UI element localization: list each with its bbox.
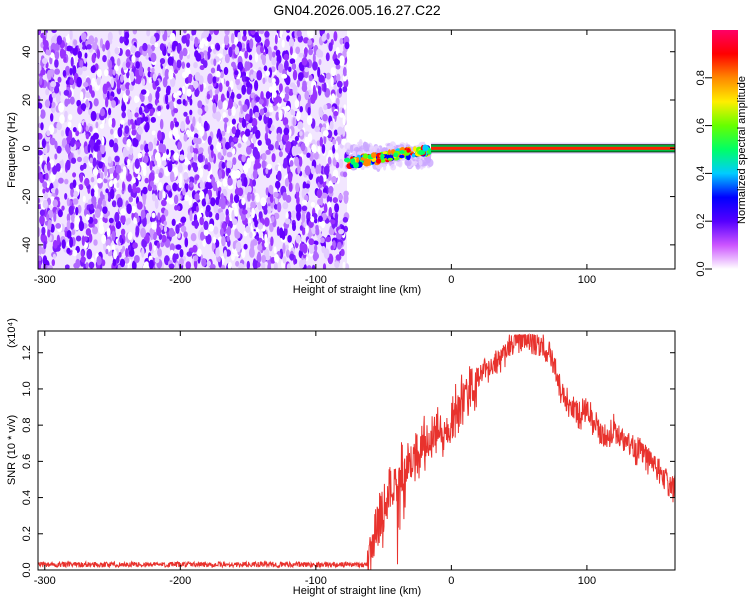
y-tick-label: 1.0 <box>21 381 33 396</box>
colorbar-tick-label: 0.0 <box>695 261 707 276</box>
snr-y-axis-label: SNR (10 * v/v) <box>6 415 18 485</box>
x-tick-label: -300 <box>34 575 56 587</box>
chart-title: GN04.2026.005.16.27.C22 <box>273 2 441 18</box>
x-tick-label: -100 <box>305 274 327 286</box>
colorbar: 0.0 0.2 0.4 0.6 0.8 Normalized spectral ampl… <box>695 30 748 277</box>
heatmap-x-axis-label: Height of straight line (km) <box>293 284 421 296</box>
heatmap-y-axis-label: Frequency (Hz) <box>6 112 18 188</box>
colorbar-ticks: 0.0 0.2 0.4 0.6 0.8 <box>695 70 712 277</box>
x-tick-label: -100 <box>305 575 327 587</box>
x-tick-label: 100 <box>578 274 596 286</box>
heatmap-noise-region <box>38 30 350 269</box>
y-tick-label: 0.4 <box>21 490 33 505</box>
heatmap-x-ticks: -300 -200 -100 0 100 <box>34 30 596 286</box>
x-tick-label: -200 <box>169 575 191 587</box>
snr-y-multiplier: (x10⁴) <box>6 318 18 348</box>
snr-x-ticks: -300 -200 -100 0 100 <box>34 331 596 587</box>
colorbar-tick-label: 0.6 <box>695 118 707 133</box>
colorbar-tick-label: 0.2 <box>695 214 707 229</box>
x-tick-label: -300 <box>34 274 56 286</box>
snr-panel: -300 -200 -100 0 100 0.0 0.2 0.4 0.6 0.8 1.0 1.2 H… <box>6 318 676 597</box>
snr-y-ticks: 0.0 0.2 0.4 0.6 0.8 1.0 1.2 <box>21 345 675 578</box>
heatmap-transition-region <box>344 139 434 173</box>
colorbar-tick-label: 0.8 <box>695 70 707 85</box>
x-tick-label: -200 <box>169 274 191 286</box>
snr-x-axis-label: Height of straight line (km) <box>293 585 421 597</box>
heatmap-y-ticks: -40 -20 0 20 40 <box>21 46 675 253</box>
x-tick-label: 0 <box>448 274 454 286</box>
y-tick-label: 20 <box>21 94 33 106</box>
heatmap-frame <box>37 29 676 270</box>
y-tick-label: 0.0 <box>21 562 33 577</box>
y-tick-label: -20 <box>21 189 33 205</box>
y-tick-label: 40 <box>21 46 33 58</box>
heatmap-area <box>38 30 675 269</box>
x-tick-label: 100 <box>578 575 596 587</box>
y-tick-label: 0.2 <box>21 526 33 541</box>
heatmap-signal-line <box>431 142 675 154</box>
y-tick-label: 0.6 <box>21 454 33 469</box>
x-tick-label: 0 <box>448 575 454 587</box>
y-tick-label: 0.8 <box>21 418 33 433</box>
colorbar-tick-label: 0.4 <box>695 166 707 181</box>
snr-frame <box>37 330 676 571</box>
colorbar-gradient <box>712 30 738 269</box>
colorbar-label: Normalized spectral amplitude <box>736 76 748 224</box>
y-tick-label: 1.2 <box>21 345 33 360</box>
y-tick-label: 0 <box>21 145 33 151</box>
y-tick-label: -40 <box>21 237 33 253</box>
snr-series-line <box>38 333 675 570</box>
